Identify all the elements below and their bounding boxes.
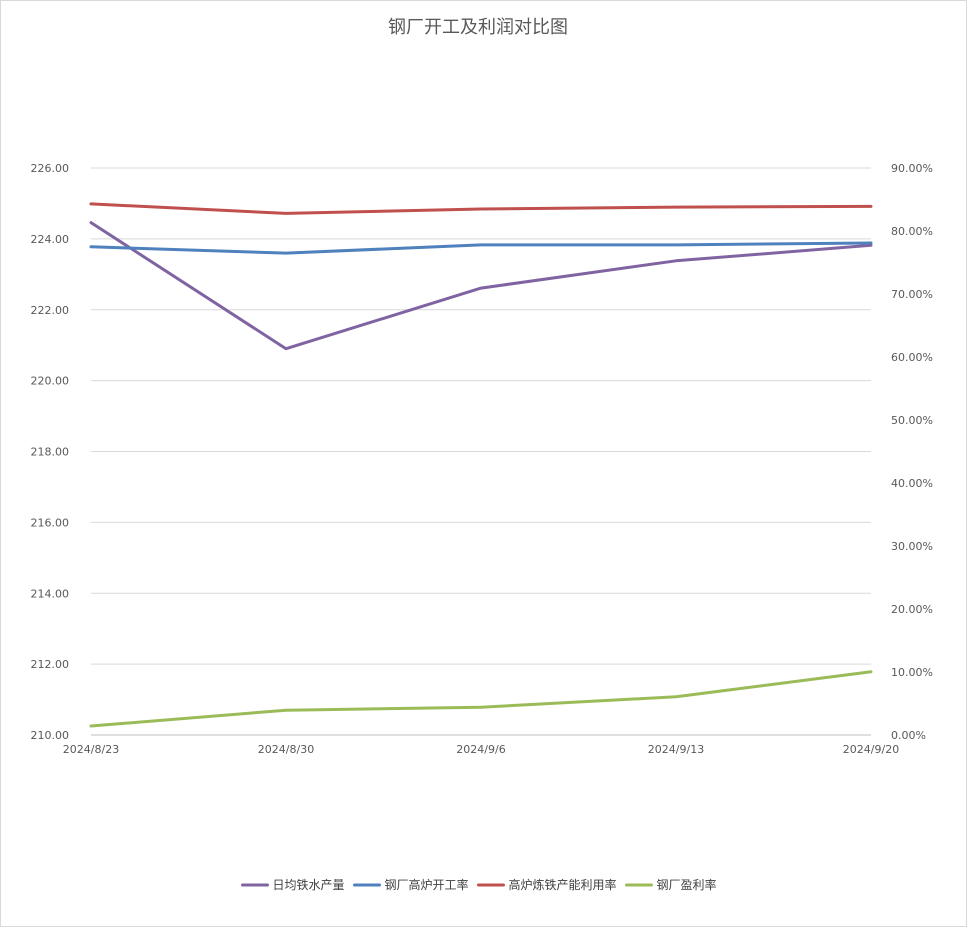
right-tick-label: 20.00%	[891, 603, 933, 616]
x-axis: 2024/8/23 2024/8/30 2024/9/6 2024/9/13 2024/…	[63, 743, 899, 756]
series-line	[89, 670, 873, 728]
left-y-axis: 210.00 212.00 214.00 216.00 218.00 220.00 222.…	[31, 162, 70, 742]
legend-label: 日均铁水产量	[273, 878, 345, 892]
x-tick-label: 2024/9/20	[843, 743, 899, 756]
right-y-axis: 0.00% 10.00% 20.00% 30.00% 40.00% 50.00% 60.00…	[891, 162, 933, 742]
right-tick-label: 10.00%	[891, 666, 933, 679]
legend-label: 高炉炼铁产能利用率	[509, 877, 617, 892]
right-tick-label: 80.00%	[891, 225, 933, 238]
left-tick-label: 222.00	[31, 304, 70, 317]
left-tick-label: 210.00	[31, 729, 70, 742]
left-tick-label: 226.00	[31, 162, 70, 175]
left-tick-label: 224.00	[31, 233, 70, 246]
left-tick-label: 214.00	[31, 587, 70, 600]
right-tick-label: 50.00%	[891, 414, 933, 427]
left-tick-label: 216.00	[31, 516, 70, 529]
x-tick-label: 2024/9/6	[456, 743, 505, 756]
right-tick-label: 90.00%	[891, 162, 933, 175]
legend-label: 钢厂高炉开工率	[385, 877, 469, 892]
series-line	[89, 202, 873, 215]
right-tick-label: 40.00%	[891, 477, 933, 490]
right-tick-label: 60.00%	[891, 351, 933, 364]
right-tick-label: 0.00%	[891, 729, 926, 742]
chart-title: 钢厂开工及利润对比图	[388, 17, 568, 38]
legend: 日均铁水产量 钢厂高炉开工率 高炉炼铁产能利用率 钢厂盈利率	[241, 877, 717, 892]
series-line	[89, 241, 873, 255]
series-lines	[89, 202, 873, 728]
x-tick-label: 2024/8/23	[63, 743, 119, 756]
left-tick-label: 218.00	[31, 446, 70, 459]
right-tick-label: 30.00%	[891, 540, 933, 553]
right-tick-label: 70.00%	[891, 288, 933, 301]
gridlines	[91, 167, 871, 736]
x-tick-label: 2024/9/13	[648, 743, 704, 756]
left-tick-label: 220.00	[31, 375, 70, 388]
series-line	[89, 221, 873, 351]
x-tick-label: 2024/8/30	[258, 743, 314, 756]
legend-label: 钢厂盈利率	[657, 877, 717, 892]
left-tick-label: 212.00	[31, 658, 70, 671]
